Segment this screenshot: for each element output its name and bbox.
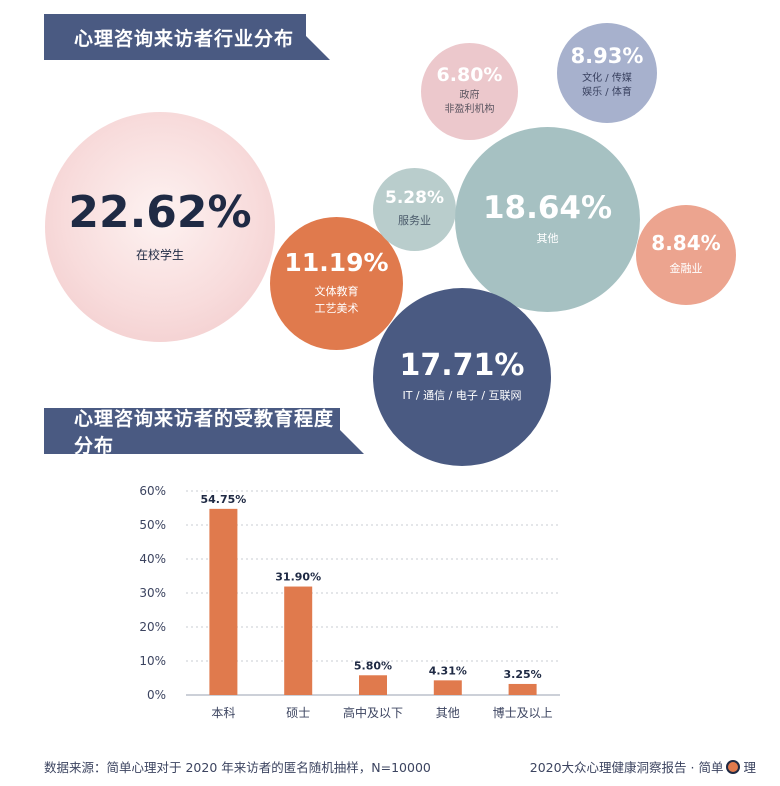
brand-name-tail: 理	[743, 760, 756, 775]
report-name: 2020大众心理健康洞察报告 · 简单	[529, 760, 724, 775]
bubble-it: 17.71% IT / 通信 / 电子 / 互联网	[373, 288, 551, 466]
x-tick-label: 硕士	[286, 706, 310, 720]
y-tick-label: 0%	[147, 688, 166, 702]
data-source-note: 数据来源：简单心理对于 2020 年来访者的匿名随机抽样，N=10000	[44, 760, 431, 775]
bubble-other: 18.64% 其他	[455, 127, 640, 312]
bubble-student-label: 在校学生	[135, 247, 184, 262]
y-tick-label: 40%	[139, 552, 166, 566]
bar	[209, 508, 238, 695]
bar-data-label: 3.25%	[504, 668, 542, 681]
x-tick-label: 高中及以下	[343, 705, 403, 720]
y-tick-label: 30%	[139, 586, 166, 600]
x-tick-label: 博士及以上	[493, 705, 553, 720]
education-section-title: 心理咨询来访者的受教育程度分布	[44, 408, 364, 457]
y-tick-label: 20%	[139, 620, 166, 634]
bar-data-label: 31.90%	[275, 571, 321, 584]
education-title-text: 心理咨询来访者的受教育程度分布	[74, 408, 335, 457]
bar-data-label: 4.31%	[429, 664, 467, 677]
y-tick-label: 50%	[139, 518, 166, 532]
bar	[359, 675, 387, 695]
bar	[508, 683, 537, 695]
report-brand: 2020大众心理健康洞察报告 · 简单 理	[530, 757, 756, 776]
bubble-other-pct: 18.64%	[482, 189, 613, 226]
y-tick-label: 60%	[139, 484, 166, 498]
bubble-arts: 11.19% 文体教育 工艺美术	[270, 217, 403, 350]
bubble-service-pct: 5.28%	[385, 187, 444, 208]
bubble-student-pct: 22.62%	[68, 186, 252, 238]
bubble-it-pct: 17.71%	[399, 347, 525, 383]
industry-title-text: 心理咨询来访者行业分布	[74, 27, 295, 50]
bubble-culture-label-1: 文化 / 传媒	[582, 72, 632, 84]
bubble-arts-label-2: 工艺美术	[314, 301, 359, 315]
bubble-culture: 8.93% 文化 / 传媒 娱乐 / 体育	[557, 23, 657, 123]
bubble-student: 22.62% 在校学生	[45, 112, 275, 342]
bar	[433, 680, 462, 695]
bar-data-label: 54.75%	[200, 493, 246, 506]
bar-data-label: 5.80%	[354, 659, 392, 672]
bubble-culture-pct: 8.93%	[570, 44, 644, 69]
bubble-gov-label-1: 政府	[459, 90, 480, 102]
bubble-gov-pct: 6.80%	[436, 63, 503, 86]
bubble-service-label: 服务业	[398, 214, 431, 228]
bubble-arts-pct: 11.19%	[284, 248, 389, 278]
bubble-finance-pct: 8.84%	[651, 230, 721, 255]
y-tick-label: 10%	[139, 654, 166, 668]
bubble-service: 5.28% 服务业	[373, 168, 456, 251]
x-tick-label: 其他	[436, 706, 460, 720]
bubble-it-label: IT / 通信 / 电子 / 互联网	[402, 389, 522, 403]
bubble-gov: 6.80% 政府 非盈利机构	[421, 43, 518, 140]
bubble-other-label: 其他	[536, 232, 559, 246]
bubble-finance-label: 金融业	[669, 261, 703, 275]
brand-logo-icon	[726, 759, 741, 774]
industry-section-title: 心理咨询来访者行业分布	[44, 14, 330, 60]
bubble-arts-label-1: 文体教育	[314, 284, 359, 298]
bubble-finance: 8.84% 金融业	[636, 205, 736, 305]
bubble-gov-label-2: 非盈利机构	[444, 104, 495, 116]
bar	[284, 586, 313, 695]
x-tick-label: 本科	[211, 706, 235, 720]
bubble-culture-label-2: 娱乐 / 体育	[582, 87, 632, 99]
